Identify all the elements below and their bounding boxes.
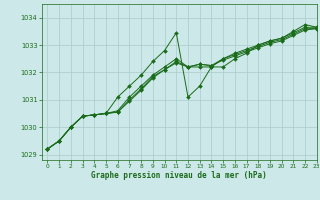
- X-axis label: Graphe pression niveau de la mer (hPa): Graphe pression niveau de la mer (hPa): [91, 171, 267, 180]
